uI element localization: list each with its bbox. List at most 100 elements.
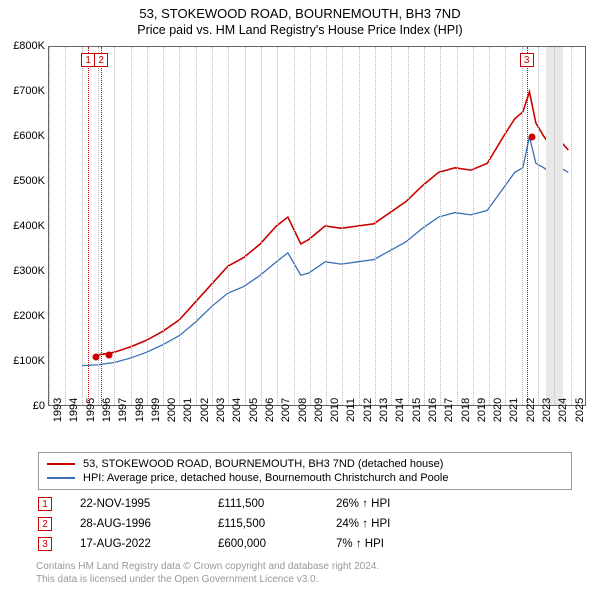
gridline [342, 47, 343, 405]
x-tick-label: 2009 [313, 398, 325, 422]
x-tick-label: 2005 [248, 398, 260, 422]
legend-row: HPI: Average price, detached house, Bour… [47, 471, 563, 485]
x-tick-label: 2007 [280, 398, 292, 422]
gridline [505, 47, 506, 405]
sale-marker-box: 1 [81, 53, 95, 67]
x-tick-label: 2008 [297, 398, 309, 422]
x-tick-label: 2020 [492, 398, 504, 422]
gridline [49, 47, 50, 405]
sale-marker-box: 2 [94, 53, 108, 67]
gridline [245, 47, 246, 405]
legend-row: 53, STOKEWOOD ROAD, BOURNEMOUTH, BH3 7ND… [47, 457, 563, 471]
sale-date: 28-AUG-1996 [80, 518, 190, 530]
y-tick-label: £400K [13, 220, 45, 232]
x-tick-label: 2019 [476, 398, 488, 422]
series-line [97, 92, 569, 355]
x-tick-label: 2011 [345, 398, 357, 422]
gridline [196, 47, 197, 405]
gridline [326, 47, 327, 405]
x-tick-label: 1997 [117, 398, 129, 422]
x-tick-label: 2002 [199, 398, 211, 422]
gridline [261, 47, 262, 405]
gridline [212, 47, 213, 405]
gridline [391, 47, 392, 405]
x-tick-label: 1998 [134, 398, 146, 422]
x-tick-label: 2013 [378, 398, 390, 422]
series-line [82, 137, 568, 366]
legend-label: 53, STOKEWOOD ROAD, BOURNEMOUTH, BH3 7ND… [83, 458, 443, 470]
x-tick-label: 1994 [68, 398, 80, 422]
gridline [277, 47, 278, 405]
y-tick-label: £100K [13, 355, 45, 367]
gridline [147, 47, 148, 405]
gridline [65, 47, 66, 405]
gridline [163, 47, 164, 405]
gridline [440, 47, 441, 405]
sale-number-box: 3 [38, 537, 52, 551]
legend-label: HPI: Average price, detached house, Bour… [83, 472, 448, 484]
attribution-line: This data is licensed under the Open Gov… [36, 573, 379, 586]
gridline [131, 47, 132, 405]
chart-container: 53, STOKEWOOD ROAD, BOURNEMOUTH, BH3 7ND… [0, 0, 600, 590]
sale-dot [529, 134, 536, 141]
x-tick-label: 1996 [101, 398, 113, 422]
legend: 53, STOKEWOOD ROAD, BOURNEMOUTH, BH3 7ND… [38, 452, 572, 490]
sale-row: 3 17-AUG-2022 £600,000 7% ↑ HPI [38, 534, 436, 554]
chart-subtitle: Price paid vs. HM Land Registry's House … [0, 23, 600, 37]
x-tick-label: 2021 [508, 398, 520, 422]
sale-marker-line [527, 47, 528, 405]
gridline [375, 47, 376, 405]
x-tick-label: 1993 [52, 398, 64, 422]
x-tick-label: 2024 [557, 398, 569, 422]
x-tick-label: 1999 [150, 398, 162, 422]
x-tick-label: 2023 [541, 398, 553, 422]
x-tick-label: 2001 [182, 398, 194, 422]
sales-table: 1 22-NOV-1995 £111,500 26% ↑ HPI 2 28-AUG-199… [38, 494, 436, 554]
x-tick-label: 2015 [411, 398, 423, 422]
attribution-line: Contains HM Land Registry data © Crown c… [36, 560, 379, 573]
x-tick-label: 2010 [329, 398, 341, 422]
gridline [98, 47, 99, 405]
gridline [457, 47, 458, 405]
sale-date: 22-NOV-1995 [80, 498, 190, 510]
x-tick-label: 2012 [362, 398, 374, 422]
sale-date: 17-AUG-2022 [80, 538, 190, 550]
gridline [408, 47, 409, 405]
sale-dot [93, 353, 100, 360]
gridline [554, 47, 555, 405]
sale-delta: 7% ↑ HPI [336, 538, 436, 550]
title-block: 53, STOKEWOOD ROAD, BOURNEMOUTH, BH3 7ND… [0, 0, 600, 37]
y-tick-label: £300K [13, 265, 45, 277]
sale-marker-box: 3 [520, 53, 534, 67]
x-tick-label: 2017 [443, 398, 455, 422]
gridline [538, 47, 539, 405]
sale-price: £600,000 [218, 538, 308, 550]
sale-price: £111,500 [218, 498, 308, 510]
sale-number-box: 1 [38, 497, 52, 511]
sale-delta: 26% ↑ HPI [336, 498, 436, 510]
gridline [571, 47, 572, 405]
gridline [489, 47, 490, 405]
x-tick-label: 2014 [394, 398, 406, 422]
gridline [82, 47, 83, 405]
sale-dot [105, 352, 112, 359]
y-tick-label: £600K [13, 130, 45, 142]
gridline [179, 47, 180, 405]
plot-area: 12 3 [48, 46, 586, 406]
gridline [228, 47, 229, 405]
gridline [473, 47, 474, 405]
x-tick-label: 2004 [231, 398, 243, 422]
sale-number-box: 2 [38, 517, 52, 531]
gridline [310, 47, 311, 405]
gridline [359, 47, 360, 405]
sale-row: 228-AUG-1996£115,50024% ↑ HPI [38, 514, 436, 534]
gridline [424, 47, 425, 405]
x-tick-label: 2016 [427, 398, 439, 422]
gridline [114, 47, 115, 405]
x-tick-label: 2022 [525, 398, 537, 422]
x-tick-label: 1995 [85, 398, 97, 422]
y-tick-label: £0 [33, 400, 45, 412]
gridline [294, 47, 295, 405]
x-tick-label: 2018 [460, 398, 472, 422]
chart-title: 53, STOKEWOOD ROAD, BOURNEMOUTH, BH3 7ND [0, 6, 600, 21]
